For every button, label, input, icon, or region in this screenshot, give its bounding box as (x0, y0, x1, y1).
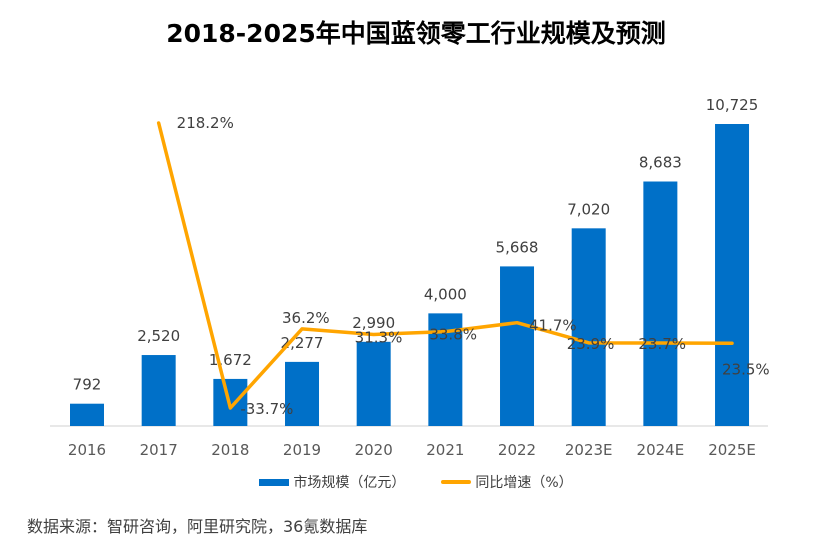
x-tick-2021: 2021 (426, 441, 464, 459)
x-tick-2023E: 2023E (565, 441, 613, 459)
bar-value-labels: 7922,5201,6722,2772,9904,0005,6687,0208,… (73, 96, 759, 394)
line-label-2018: -33.7% (240, 400, 293, 418)
x-tick-2022: 2022 (498, 441, 536, 459)
legend-label-market-size: 市场规模（亿元） (293, 475, 406, 491)
bar-2017 (141, 355, 176, 426)
chart-title: 2018-2025年中国蓝领零工行业规模及预测 (166, 19, 666, 48)
bar-2022 (500, 266, 535, 426)
x-tick-2024E: 2024E (637, 441, 685, 459)
line-label-2025E: 23.5% (722, 360, 770, 378)
bar-label-2019: 2,277 (281, 334, 324, 352)
line-label-2019: 36.2% (282, 309, 330, 327)
legend-item-market-size: 市场规模（亿元） (259, 472, 405, 492)
bar-label-2024E: 8,683 (639, 153, 682, 171)
bar-2023E (571, 228, 606, 426)
bar-2016 (70, 403, 104, 426)
line-label-2017: 218.2% (177, 114, 234, 132)
x-tick-2016: 2016 (68, 441, 106, 459)
legend: 市场规模（亿元） 同比增速（%） (0, 472, 832, 492)
legend-line-swatch (441, 480, 472, 484)
line-value-labels: 218.2% -33.7% 36.2% 31.3% 33.8% 41.7%23.9% 23.… (177, 114, 770, 418)
x-tick-2020: 2020 (355, 441, 393, 459)
line-label-2022: 41.7% (529, 317, 577, 335)
bar-label-2025E: 10,725 (706, 96, 759, 114)
line-label-2024E: 23.7% (638, 335, 686, 353)
bar-label-2020: 2,990 (352, 314, 395, 332)
bar-2020 (356, 341, 391, 426)
x-tick-2017: 2017 (140, 441, 178, 459)
x-tick-2018: 2018 (211, 441, 249, 459)
x-tick-2025E: 2025E (708, 441, 756, 459)
legend-label-growth-rate: 同比增速（%） (475, 475, 573, 491)
bar-label-2017: 2,520 (137, 327, 180, 345)
bar-label-2016: 792 (73, 376, 102, 394)
bar-series (70, 124, 750, 426)
legend-bar-swatch (259, 478, 290, 486)
x-tick-2019: 2019 (283, 441, 321, 459)
bar-label-2021: 4,000 (424, 285, 467, 303)
x-tick-labels: 2016 2017 2018 2019 2020 2021 2022 2023E 2024E 20… (68, 441, 756, 459)
bar-label-2023E: 7,020 (567, 200, 610, 218)
bar-2024E (643, 181, 678, 426)
bar-label-2022: 5,668 (496, 238, 539, 256)
bar-2019 (285, 361, 320, 426)
legend-item-growth-rate: 同比增速（%） (441, 472, 573, 492)
bar-2025E (715, 124, 750, 426)
line-label-2023E: 23.9% (567, 335, 615, 353)
line-label-2020: 31.3% (355, 328, 403, 346)
line-label-2021: 33.8% (429, 326, 477, 344)
line-series (156, 121, 734, 410)
data-source-note: 数据来源：智研咨询，阿里研究院，36氪数据库 (27, 517, 368, 536)
